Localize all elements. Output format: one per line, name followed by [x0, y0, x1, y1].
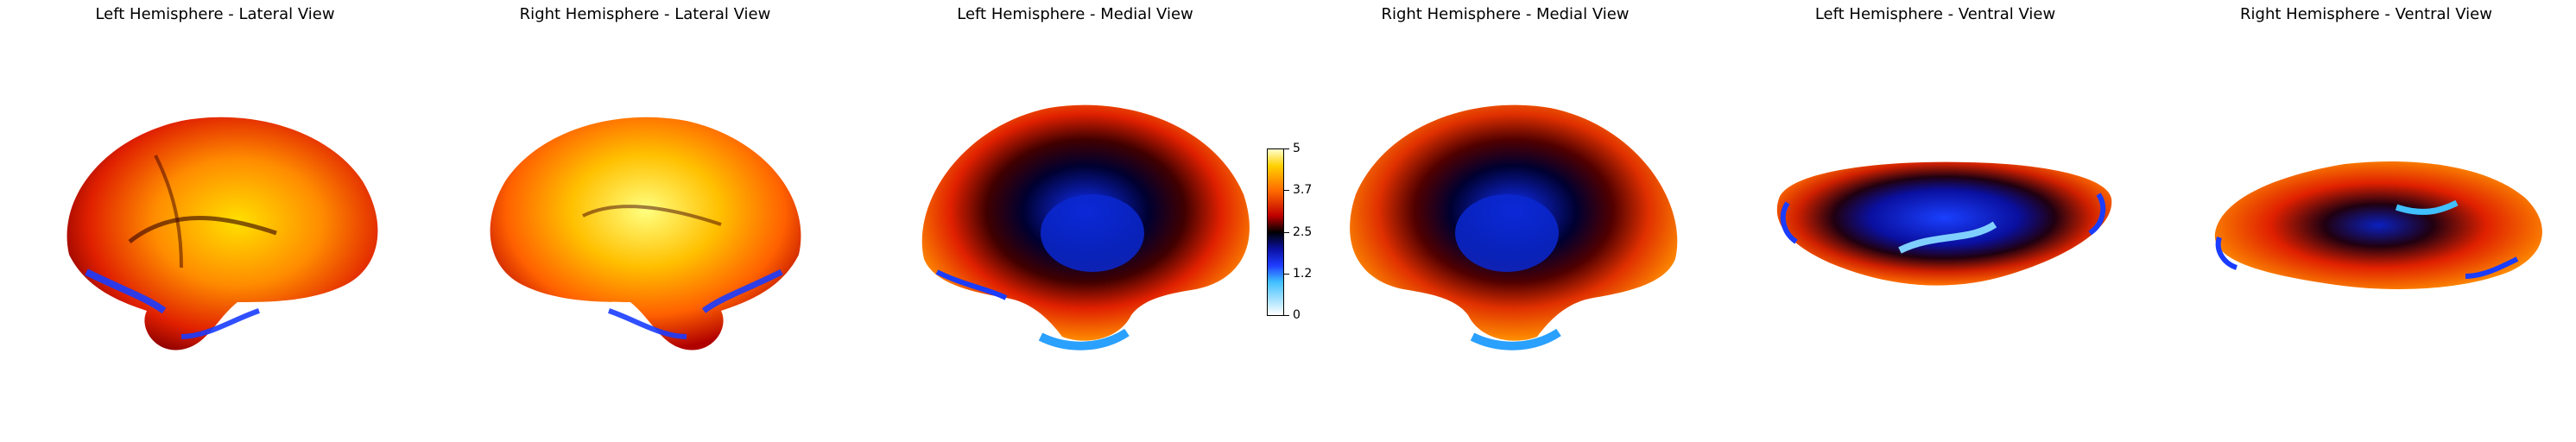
- colorbar-tick: [1284, 274, 1289, 275]
- right-lateral-brain-image: [490, 117, 801, 350]
- panel-title-right-medial: Right Hemisphere - Medial View: [1381, 5, 1630, 23]
- right-medial-brain-image: [1350, 104, 1678, 350]
- right-ventral-brain-image: [2214, 161, 2542, 289]
- colorbar-tick: [1284, 148, 1289, 149]
- panel-title-left-lateral: Left Hemisphere - Lateral View: [95, 5, 335, 23]
- colorbar-tick-label: 3.7: [1293, 183, 1313, 197]
- colorbar-tick: [1284, 315, 1289, 316]
- colorbar-gradient: [1267, 148, 1284, 316]
- colorbar-tick-label: 2.5: [1293, 225, 1313, 239]
- left-ventral-brain-image: [1776, 161, 2112, 286]
- colorbar-tick-label: 0: [1293, 308, 1301, 322]
- panel-title-right-ventral: Right Hemisphere - Ventral View: [2240, 5, 2492, 23]
- panel-title-left-medial: Left Hemisphere - Medial View: [957, 5, 1193, 23]
- colorbar-tick: [1284, 190, 1289, 191]
- colorbar: 5 3.7 2.5 1.2 0: [1267, 142, 1312, 322]
- colorbar-tick-label: 5: [1293, 142, 1301, 155]
- panel-title-right-lateral: Right Hemisphere - Lateral View: [519, 5, 771, 23]
- left-medial-brain-image: [921, 104, 1250, 350]
- colorbar-tick-label: 1.2: [1293, 267, 1313, 281]
- panel-title-left-ventral: Left Hemisphere - Ventral View: [1814, 5, 2056, 23]
- left-lateral-brain-image: [66, 117, 378, 350]
- colorbar-tick: [1284, 232, 1289, 233]
